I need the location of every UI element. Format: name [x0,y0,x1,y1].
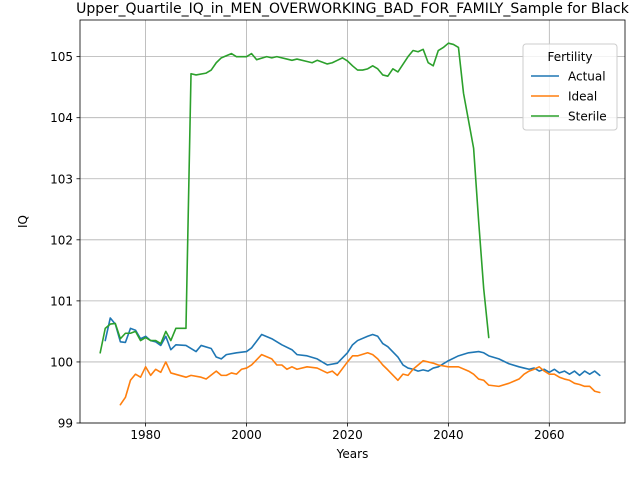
legend-items: Actual Ideal Sterile [531,70,607,124]
series-line-actual [104,317,601,377]
y-tick-label: 103 [50,172,73,186]
legend-title: Fertility [547,50,592,64]
x-axis-label: Years [336,447,369,461]
y-axis-label: IQ [16,215,30,228]
series-line-sterile [99,42,490,354]
legend-label-ideal: Ideal [568,90,597,104]
x-tick-label: 2020 [332,428,363,442]
y-axis-ticks: 99 100 101 102 103 104 105 [50,50,80,431]
legend-box [522,43,618,131]
y-tick-label: 101 [50,294,73,308]
y-tick-label: 105 [50,50,73,64]
y-tick-label: 104 [50,111,73,125]
legend-label-actual: Actual [568,70,606,84]
legend-label-sterile: Sterile [568,110,607,124]
x-tick-label: 1980 [130,428,161,442]
series-layer [99,42,601,406]
y-tick-label: 99 [58,417,73,431]
chart-title: Upper_Quartile_IQ_in_MEN_OVERWORKING_BAD… [76,1,630,17]
x-tick-label: 2000 [231,428,262,442]
y-tick-label: 102 [50,233,73,247]
y-tick-label: 100 [50,355,73,369]
legend: Fertility Actual Ideal Sterile [522,43,618,131]
x-tick-label: 2060 [534,428,565,442]
plot-area-frame [79,19,626,424]
x-tick-label: 2040 [433,428,464,442]
series-line-ideal [119,351,601,406]
x-axis-ticks: 1980 2000 2020 2040 2060 [130,423,565,442]
